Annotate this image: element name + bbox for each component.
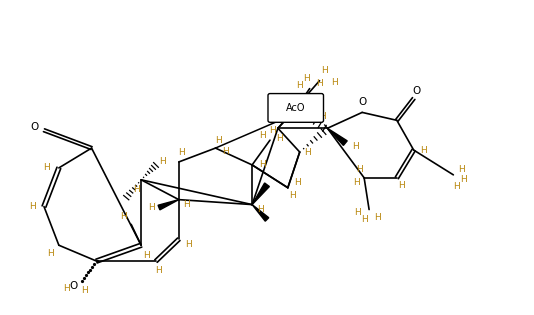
Text: H: H — [289, 191, 296, 200]
Text: H: H — [296, 81, 303, 90]
Text: H: H — [294, 178, 301, 187]
Text: H: H — [284, 98, 290, 107]
Text: H: H — [258, 160, 265, 169]
Text: O: O — [69, 281, 78, 291]
Text: H: H — [120, 212, 127, 221]
Text: H: H — [356, 165, 363, 175]
Text: H: H — [143, 251, 150, 260]
Text: H: H — [257, 205, 263, 214]
Text: AcO: AcO — [286, 103, 305, 113]
FancyBboxPatch shape — [268, 94, 324, 122]
Text: H: H — [48, 249, 54, 258]
Polygon shape — [327, 128, 347, 146]
Text: H: H — [398, 181, 405, 190]
Text: H: H — [354, 208, 360, 217]
Text: H: H — [277, 134, 283, 143]
Text: H: H — [258, 131, 265, 140]
Text: H: H — [304, 147, 311, 157]
Text: H: H — [178, 147, 185, 157]
Text: H: H — [270, 126, 276, 135]
Text: H: H — [352, 142, 359, 151]
Text: H: H — [374, 213, 380, 222]
Text: H: H — [353, 178, 359, 187]
Text: H: H — [215, 136, 222, 145]
Text: H: H — [453, 182, 460, 191]
Polygon shape — [158, 200, 179, 210]
Text: H: H — [222, 146, 229, 156]
Text: H: H — [133, 185, 139, 194]
Text: H: H — [331, 78, 338, 87]
Text: O: O — [413, 86, 421, 95]
Polygon shape — [252, 204, 269, 221]
Text: H: H — [148, 203, 154, 212]
Text: O: O — [358, 97, 366, 107]
Text: H: H — [29, 202, 35, 211]
Text: H: H — [319, 112, 326, 121]
Text: H: H — [361, 215, 367, 224]
Text: H: H — [185, 240, 192, 249]
Text: H: H — [81, 286, 88, 295]
Text: H: H — [321, 66, 328, 75]
Text: H: H — [460, 175, 467, 184]
Text: H: H — [160, 158, 166, 166]
Text: H: H — [44, 163, 50, 172]
Text: O: O — [30, 122, 38, 132]
Text: H: H — [303, 74, 310, 83]
Text: H: H — [270, 116, 276, 125]
Text: H: H — [420, 146, 427, 155]
Text: H: H — [458, 165, 465, 175]
Text: H: H — [316, 79, 323, 88]
Text: H: H — [296, 114, 303, 123]
Text: H: H — [155, 266, 162, 276]
Text: H: H — [183, 200, 190, 209]
Text: H: H — [64, 284, 70, 293]
Polygon shape — [252, 183, 269, 204]
